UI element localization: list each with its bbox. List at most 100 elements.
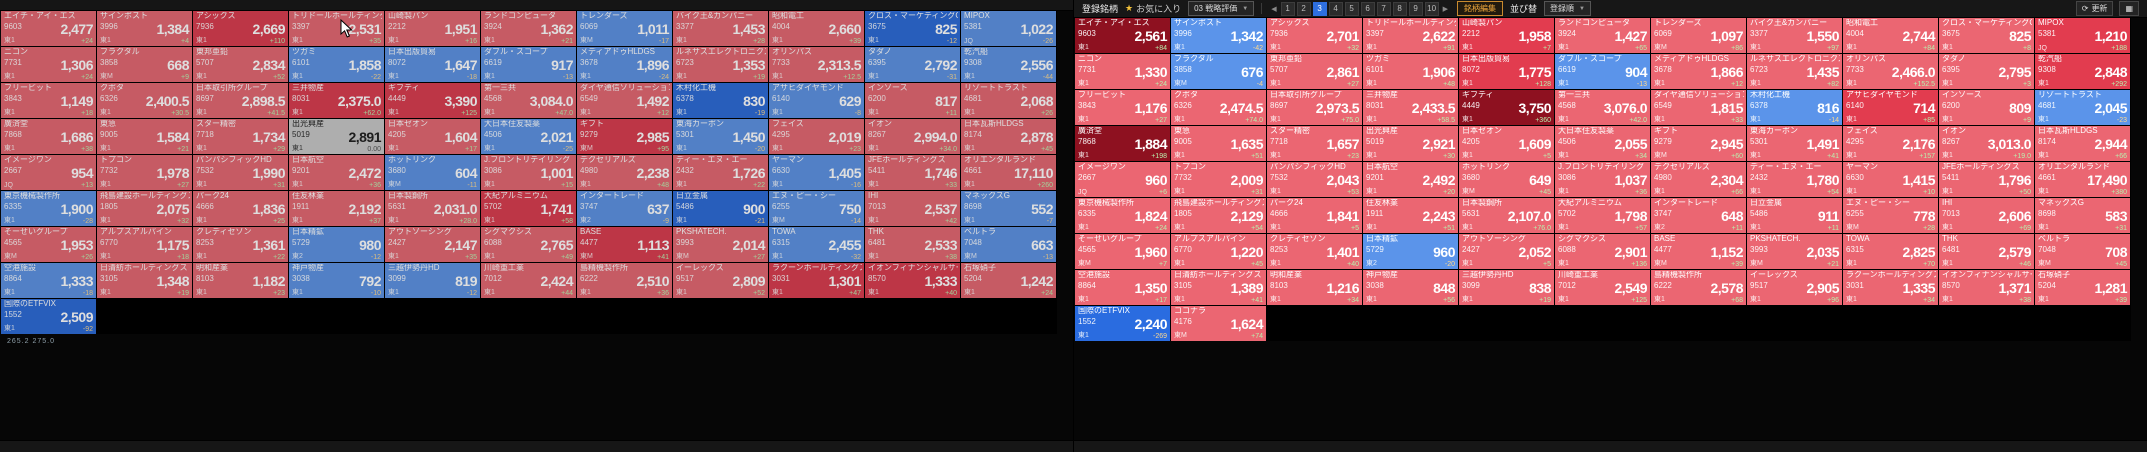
stock-tile[interactable]: ディー・エヌ・エー 2432 1,780 東1 +54 [1747,162,1842,197]
stock-tile[interactable]: デクセリアルズ 4980 2,304 東1 +66 [1651,162,1746,197]
stock-tile[interactable]: ディー・エヌ・エー 2432 1,726 東1 +22 [673,155,768,190]
stock-tile[interactable]: 川崎重工業 7012 2,549 東1 +125 [1555,270,1650,305]
stock-tile[interactable]: ツガミ 6101 1,906 東1 +48 [1363,54,1458,89]
stock-tile[interactable]: ランドコンピュータ 3924 1,427 東1 +65 [1555,18,1650,53]
stock-tile[interactable]: 石塚硝子 5204 1,242 東1 +24 [961,263,1056,298]
stock-tile[interactable]: 日本精鉱 5729 960 東2 -20 [1363,234,1458,269]
stock-tile[interactable]: 神戸物産 3038 792 東1 -10 [289,263,384,298]
stock-tile[interactable]: オリンパス 7733 2,313.5 東1 +12.5 [769,47,864,82]
stock-tile[interactable]: イオンフィナンシャルサービス 8570 1,333 東1 +40 [865,263,960,298]
stock-tile[interactable]: 出光興産 5019 2,921 東1 +30 [1363,126,1458,161]
page-button[interactable]: 7 [1376,1,1391,16]
stock-tile[interactable]: リゾートトラスト 4681 2,045 東1 -23 [2035,90,2130,125]
stock-tile[interactable]: 住友林業 1911 2,192 東1 +37 [289,191,384,226]
stock-tile[interactable]: ラクーンホールディングス 3031 1,335 東1 +34 [1843,270,1938,305]
stock-tile[interactable]: 日本ゼオン 4205 1,604 東1 +17 [385,119,480,154]
stock-tile[interactable]: 石塚硝子 5204 1,281 東1 +39 [2035,270,2130,305]
page-button[interactable]: 6 [1360,1,1375,16]
stock-tile[interactable]: パンパシフィックHD 7532 2,043 東1 +53 [1267,162,1362,197]
stock-tile[interactable]: PKSHATECH. 3993 2,014 東M +27 [673,227,768,262]
stock-tile[interactable]: ラクーンホールディングス 3031 1,301 東1 +47 [769,263,864,298]
stock-tile[interactable]: フェイス 4295 2,019 東1 +23 [769,119,864,154]
stock-tile[interactable]: 東海カーボン 5301 1,491 東1 +41 [1747,126,1842,161]
page-button[interactable]: 10 [1424,1,1439,16]
stock-tile[interactable]: そーせいグループ 4565 1,953 東M +26 [1,227,96,262]
stock-tile[interactable]: アルプスアルパイン 6770 1,175 東1 +18 [97,227,192,262]
stock-tile[interactable]: ホットリンク 3680 604 東M -11 [385,155,480,190]
stock-tile[interactable]: 三井物産 8031 2,433.5 東1 +58.5 [1363,90,1458,125]
stock-tile[interactable]: インタートレード 3747 637 東2 -9 [577,191,672,226]
stock-tile[interactable]: 島精機製作所 6222 2,510 東1 +36 [577,263,672,298]
stock-tile[interactable]: 昭和電工 4004 2,744 東1 +84 [1843,18,1938,53]
stock-tile[interactable]: クボタ 6326 2,474.5 東1 +74.0 [1171,90,1266,125]
stock-tile[interactable]: アシックス 7936 2,669 東1 +110 [193,11,288,46]
stock-tile[interactable]: 飛島建設ホールディングス 1805 2,075 東1 +32 [97,191,192,226]
stock-tile[interactable]: エヌ・ピー・シー 6255 750 東M -14 [769,191,864,226]
stock-tile[interactable]: アサヒダイヤモンド 6140 629 東1 -8 [769,83,864,118]
strategy-select[interactable]: 03 戦略評価 ▼ [1188,1,1255,16]
stock-tile[interactable]: イオン 8267 2,994.0 東1 +34.0 [865,119,960,154]
stock-tile[interactable]: ダブル・スコープ 6619 904 東1 -13 [1555,54,1650,89]
stock-tile[interactable]: 空港施設 8864 1,333 東1 -18 [1,263,96,298]
stock-tile[interactable]: BASE 4477 1,113 東M +41 [577,227,672,262]
stock-tile[interactable]: IHI 7013 2,537 東1 +42 [865,191,960,226]
stock-tile[interactable]: 木村化工機 6378 830 東1 -19 [673,83,768,118]
stock-tile[interactable]: 日清紡ホールディングス 3105 1,348 東1 +19 [97,263,192,298]
stock-tile[interactable]: アサヒダイヤモンド 6140 714 東1 +85 [1843,90,1938,125]
stock-tile[interactable]: TOWA 6315 2,455 東1 -32 [769,227,864,262]
stock-tile[interactable]: トプコン 7732 2,009 東1 +31 [1171,162,1266,197]
stock-tile[interactable]: アルプスアルパイン 6770 1,220 東1 +45 [1171,234,1266,269]
stock-tile[interactable]: 日本瓦斯HLDGS 8174 2,944 東1 +66 [2035,126,2130,161]
stock-tile[interactable]: フェイス 4295 2,176 東1 +157 [1843,126,1938,161]
pager-next-icon[interactable]: ▶ [1442,5,1448,13]
refresh-button[interactable]: ⟳ 更新 [2075,1,2114,16]
stock-tile[interactable]: 三井物産 8031 2,375.0 東1 +62.0 [289,83,384,118]
stock-tile[interactable]: タダノ 6395 2,792 東1 -31 [865,47,960,82]
stock-tile[interactable]: そーせいグループ 4565 1,960 東M +7 [1075,234,1170,269]
stock-tile[interactable]: クロス・マーケティングG 3675 825 東1 +8 [1939,18,2034,53]
stock-tile[interactable]: マネックスG 8698 552 東1 -7 [961,191,1056,226]
stock-tile[interactable]: JFEホールディングス 5411 1,746 東1 +33 [865,155,960,190]
stock-tile[interactable]: 神戸物産 3038 848 東1 +56 [1363,270,1458,305]
stock-tile[interactable]: ギフト 9279 2,985 東M +95 [577,119,672,154]
stock-tile[interactable]: ギフティ 4449 3,390 東1 +125 [385,83,480,118]
pager-prev-icon[interactable]: ◀ [1271,5,1277,13]
stock-tile[interactable]: ダイヤ通信ソリューション 6549 1,492 東1 +12 [577,83,672,118]
stock-tile[interactable]: ルネサスエレクトロニクス 6723 1,353 東1 +19 [673,47,768,82]
stock-tile[interactable]: 東急 9005 1,635 東1 +51 [1171,126,1266,161]
stock-tile[interactable]: インソース 6200 809 東1 +9 [1939,90,2034,125]
stock-tile[interactable]: スター精密 7718 1,734 東1 +29 [193,119,288,154]
stock-tile[interactable]: トリドールホールディングス 3397 2,622 東1 +91 [1363,18,1458,53]
stock-tile[interactable]: フラクタル 3858 676 東M -4 [1171,54,1266,89]
stock-tile[interactable]: 山崎製パン 2212 1,951 東1 +16 [385,11,480,46]
stock-tile[interactable]: クロス・マーケティングG 3675 825 東1 -12 [865,11,960,46]
stock-tile[interactable]: パーク24 4666 1,841 東1 +5 [1267,198,1362,233]
stock-tile[interactable]: クボタ 6326 2,400.5 東1 +30.5 [97,83,192,118]
stock-tile[interactable]: BASE 4477 1,152 東M +39 [1651,234,1746,269]
stock-tile[interactable]: ココナラ 4176 1,624 東M +74 [1171,306,1266,341]
stock-tile[interactable]: フリービット 3843 1,149 東1 +18 [1,83,96,118]
stock-tile[interactable]: 昭和電工 4004 2,660 東1 +39 [769,11,864,46]
stock-tile[interactable]: 日本航空 9201 2,472 東1 +36 [289,155,384,190]
stock-tile[interactable]: マネックスG 8698 583 東1 +31 [2035,198,2130,233]
stock-tile[interactable]: シグマクシス 6088 2,765 東1 +49 [481,227,576,262]
stock-tile[interactable]: ホットリンク 3680 649 東M +45 [1459,162,1554,197]
stock-tile[interactable]: THK 6481 2,579 東1 +46 [1939,234,2034,269]
page-button[interactable]: 3 [1312,1,1327,16]
stock-tile[interactable]: デクセリアルズ 4980 2,238 東1 +48 [577,155,672,190]
stock-tile[interactable]: 国際のETFVIX 1552 2,240 東1 -269 [1075,306,1170,341]
stock-tile[interactable]: 東海カーボン 5301 1,450 東1 -20 [673,119,768,154]
stock-tile[interactable]: 大日本住友製薬 4506 2,021 東1 -25 [481,119,576,154]
stock-tile[interactable]: 山崎製パン 2212 1,958 東1 +7 [1459,18,1554,53]
stock-tile[interactable]: パンパシフィックHD 7532 1,990 東1 +31 [193,155,288,190]
stock-tile[interactable]: 川崎重工業 7012 2,424 東1 +44 [481,263,576,298]
stock-tile[interactable]: THK 6481 2,533 東1 +38 [865,227,960,262]
stock-tile[interactable]: MIPOX 5381 1,210 JQ +188 [2035,18,2130,53]
stock-tile[interactable]: エイチ・アイ・エス 9603 2,477 東1 +24 [1,11,96,46]
page-button[interactable]: 2 [1296,1,1311,16]
page-button[interactable]: 8 [1392,1,1407,16]
stock-tile[interactable]: バイク王&カンパニー 3377 1,453 東1 +28 [673,11,768,46]
stock-tile[interactable]: インソース 6200 817 東1 +11 [865,83,960,118]
stock-tile[interactable]: バイク王&カンパニー 3377 1,550 東1 +97 [1747,18,1842,53]
stock-tile[interactable]: イメージワン 2667 960 JQ +6 [1075,162,1170,197]
